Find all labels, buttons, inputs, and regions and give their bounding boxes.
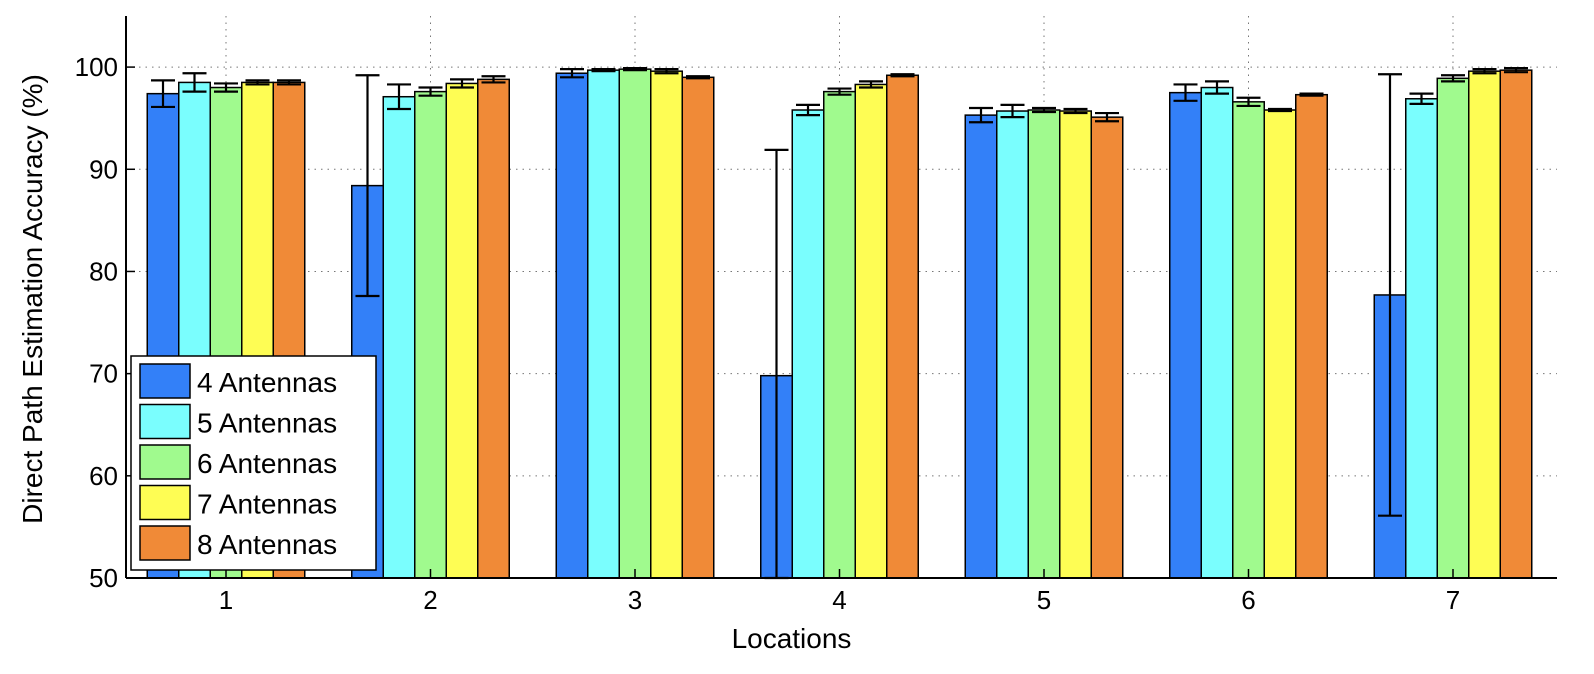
legend-swatch: [139, 403, 191, 440]
legend: 4 Antennas 5 Antennas 6 Antennas 7 Antennas…: [130, 355, 377, 571]
y-tick-label: 50: [89, 563, 118, 593]
error-bar: [1472, 68, 1497, 75]
error-bar: [1409, 92, 1434, 105]
x-tick-label: 4: [832, 585, 846, 615]
error-bar: [245, 79, 270, 86]
error-bar: [214, 82, 238, 93]
legend-label: 5 Antennas: [197, 408, 337, 439]
bar: [791, 109, 825, 579]
x-tick-label: 2: [423, 585, 437, 615]
error-bar: [481, 75, 506, 84]
error-bar: [623, 67, 647, 72]
legend-item: 8 Antennas: [139, 525, 337, 561]
legend-label: 4 Antennas: [197, 367, 337, 398]
error-bar: [591, 68, 616, 73]
y-tick-label: 100: [75, 52, 118, 82]
bar: [1169, 91, 1202, 579]
bar: [823, 90, 856, 579]
y-tick-label: 70: [89, 359, 118, 389]
legend-swatch: [139, 363, 191, 399]
legend-swatch: [139, 484, 191, 521]
error-bar: [355, 74, 380, 298]
error-bar: [1504, 67, 1528, 74]
bar: [650, 70, 683, 579]
bar: [1090, 116, 1124, 579]
x-tick-label: 5: [1037, 585, 1051, 615]
error-bar: [1173, 83, 1198, 102]
bar: [681, 76, 715, 579]
error-bar: [1236, 96, 1261, 108]
error-bar: [1032, 106, 1056, 114]
error-bar: [182, 72, 207, 93]
bar: [1468, 70, 1501, 579]
bar-group: [1169, 80, 1328, 579]
bar: [445, 82, 479, 579]
error-bar: [859, 80, 883, 89]
y-tick-label: 90: [89, 154, 118, 184]
bar: [964, 114, 998, 579]
bar: [1263, 109, 1297, 579]
legend-swatch: [139, 525, 191, 561]
bar: [555, 72, 589, 579]
bar: [1059, 110, 1092, 579]
error-bar: [418, 86, 443, 97]
y-tick-label: 60: [89, 461, 118, 491]
bar: [854, 83, 888, 579]
error-bar: [277, 79, 301, 86]
bar-group: [555, 67, 715, 579]
error-bar: [1205, 80, 1229, 95]
error-bar: [1063, 107, 1088, 115]
error-bar: [796, 103, 820, 117]
bar: [1405, 98, 1438, 579]
error-bar: [1299, 92, 1324, 97]
x-axis-title: Locations: [732, 623, 852, 654]
error-bar: [1378, 73, 1402, 517]
legend-item: 5 Antennas: [139, 403, 337, 440]
x-tick-label: 7: [1446, 585, 1460, 615]
y-tick-label: 80: [89, 256, 118, 286]
error-bar: [1000, 103, 1025, 119]
bar-group: [1373, 67, 1533, 579]
error-bar: [560, 68, 584, 79]
bar: [1499, 69, 1533, 579]
error-bar: [827, 87, 852, 96]
bar-group: [760, 73, 919, 580]
legend-item: 4 Antennas: [139, 363, 337, 399]
bar: [1200, 86, 1234, 579]
legend-label: 8 Antennas: [197, 529, 337, 560]
error-bar: [387, 83, 411, 111]
x-tick-label: 1: [219, 585, 233, 615]
error-bar: [1441, 74, 1465, 83]
bar: [587, 69, 620, 579]
legend-item: 7 Antennas: [139, 484, 337, 521]
y-axis-title: Direct Path Estimation Accuracy (%): [17, 74, 48, 524]
error-bar: [1095, 111, 1119, 123]
bar: [618, 68, 652, 579]
bar: [1232, 101, 1265, 579]
legend-label: 6 Antennas: [197, 448, 337, 479]
error-bar: [890, 73, 915, 78]
legend-label: 7 Antennas: [197, 489, 337, 520]
legend-swatch: [139, 444, 191, 480]
bar: [996, 110, 1029, 579]
bar: [382, 95, 416, 579]
error-bar: [654, 68, 679, 75]
legend-item: 6 Antennas: [139, 444, 337, 480]
axes: 50 60 70 80 90 100 1 2 3 4 5 6 7: [75, 16, 1557, 615]
bar: [1295, 93, 1328, 579]
bar-group: [964, 103, 1124, 579]
bar: [1027, 109, 1061, 579]
error-bar: [151, 79, 175, 109]
bar: [1436, 77, 1470, 579]
bar: [886, 74, 919, 579]
error-bar: [450, 78, 474, 89]
bar: [477, 78, 510, 579]
x-tick-label: 6: [1241, 585, 1255, 615]
error-bar: [686, 75, 710, 80]
x-tick-label: 3: [628, 585, 642, 615]
error-bar: [1268, 107, 1292, 113]
bar: [414, 90, 447, 579]
error-bar: [969, 106, 993, 124]
